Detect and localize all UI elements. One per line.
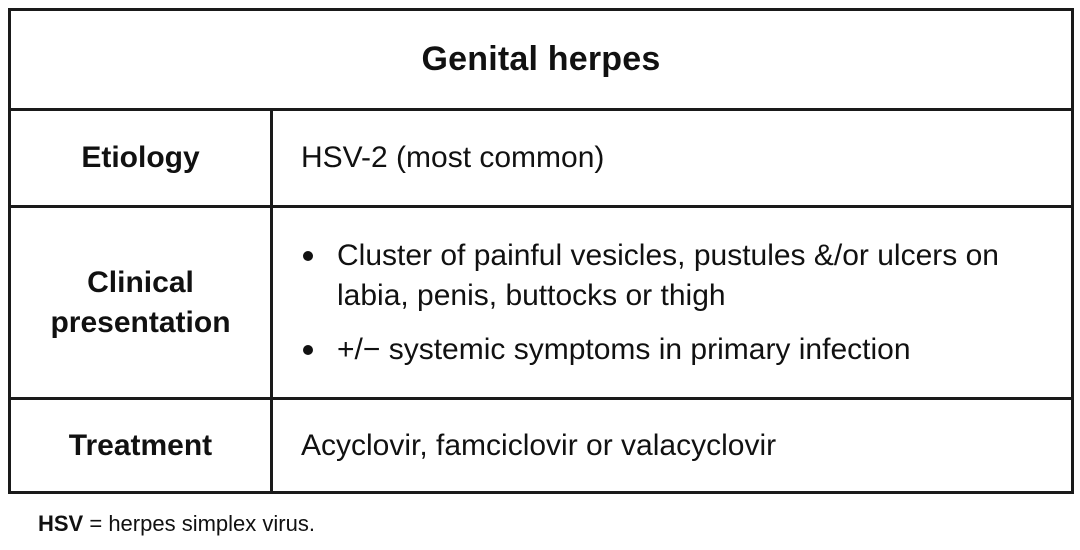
row-label-line: Clinical — [87, 265, 194, 299]
row-label-cell: Clinical presentation — [11, 208, 273, 397]
row-value-cell: Acyclovir, famciclovir or valacyclovir — [273, 400, 1071, 491]
list-item: Cluster of painful vesicles, pustules &/… — [301, 236, 1051, 316]
footnote-definition: = herpes simplex virus. — [83, 511, 315, 536]
table-row-clinical-presentation: Clinical presentation Cluster of painful… — [11, 208, 1071, 400]
list-item: +/− systemic symptoms in primary infecti… — [301, 330, 1051, 370]
clinical-presentation-list: Cluster of painful vesicles, pustules &/… — [301, 236, 1051, 370]
genital-herpes-table: Genital herpes Etiology HSV-2 (most comm… — [8, 8, 1074, 494]
row-label-etiology: Etiology — [81, 141, 200, 174]
row-label-line: presentation — [50, 305, 231, 339]
row-label-cell: Treatment — [11, 400, 273, 491]
bullet-icon — [303, 344, 313, 355]
row-label-clinical-presentation: Clinical presentation — [50, 263, 230, 343]
bullet-text: Cluster of painful vesicles, pustules &/… — [337, 238, 999, 312]
footnote: HSV = herpes simplex virus. — [38, 509, 315, 539]
row-value-cell: Cluster of painful vesicles, pustules &/… — [273, 208, 1071, 397]
table-row-treatment: Treatment Acyclovir, famciclovir or vala… — [11, 400, 1071, 491]
row-label-treatment: Treatment — [68, 428, 213, 462]
row-label-cell: Etiology — [11, 111, 273, 205]
table-title: Genital herpes — [421, 40, 661, 78]
table-title-row: Genital herpes — [11, 11, 1071, 111]
row-value-cell: HSV-2 (most common) — [273, 111, 1071, 205]
footnote-abbreviation: HSV — [38, 511, 84, 536]
etiology-value: HSV-2 (most common) — [301, 141, 605, 174]
bullet-text: +/− systemic symptoms in primary infecti… — [337, 332, 911, 366]
treatment-value: Acyclovir, famciclovir or valacyclovir — [301, 428, 777, 462]
bullet-icon — [303, 250, 313, 261]
table-row-etiology: Etiology HSV-2 (most common) — [11, 111, 1071, 208]
